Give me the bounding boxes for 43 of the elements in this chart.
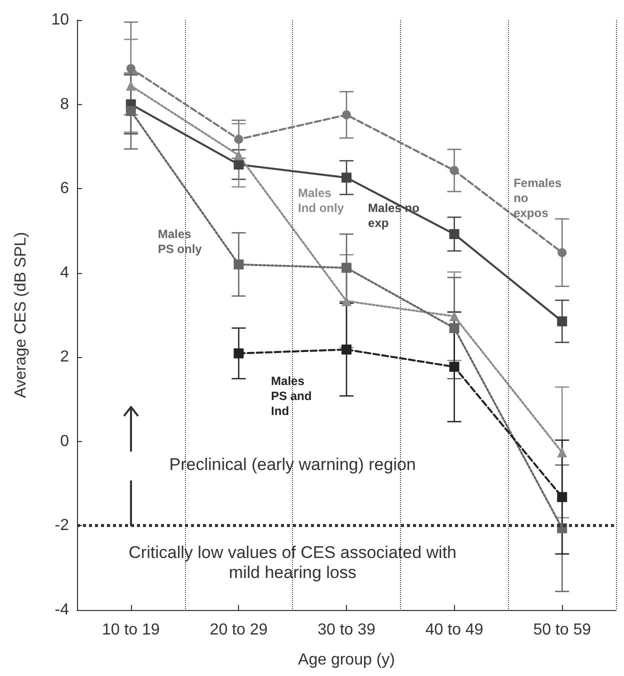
series-label: Females no expos: [514, 176, 563, 221]
x-tick-label: 30 to 39: [318, 622, 376, 638]
y-tick-label: 0: [60, 432, 70, 450]
series-label: Males PS only: [158, 226, 203, 256]
x-tick-label: 50 to 59: [533, 622, 592, 638]
point: [234, 348, 244, 358]
point: [342, 344, 352, 355]
point: [449, 323, 460, 334]
point: [342, 296, 352, 306]
y-tick-label: -2: [54, 517, 70, 534]
point: [234, 134, 244, 144]
point: [557, 492, 568, 502]
point: [342, 110, 351, 120]
y-tick-label: 4: [60, 264, 70, 282]
point: [449, 311, 460, 322]
point: [450, 166, 459, 175]
y-tick-label: 6: [60, 180, 70, 198]
point: [558, 248, 567, 258]
x-tick-label: 40 to 49: [425, 622, 484, 638]
annotation: Critically low values of CES associated with mild hearing loss: [128, 543, 458, 584]
y-axis-title: Average CES (dB SPL): [12, 232, 30, 398]
x-tick-label: 10 to 19: [102, 622, 160, 638]
point: [557, 447, 568, 458]
point: [342, 172, 352, 183]
point: [557, 316, 568, 326]
point: [449, 362, 460, 372]
point: [126, 64, 136, 73]
point: [234, 150, 244, 160]
y-tick-label: 10: [51, 12, 70, 28]
point: [342, 262, 352, 273]
point: [234, 259, 244, 270]
x-tick-label: 20 to 29: [210, 622, 268, 638]
series-label: Males PS and Ind: [271, 374, 313, 419]
point: [449, 229, 460, 240]
point: [234, 160, 244, 170]
series-label: Males Ind only: [298, 186, 345, 216]
y-tick-label: -4: [54, 602, 70, 618]
annotation: Preclinical (early warning) region: [168, 454, 417, 475]
y-tick-label: 8: [60, 96, 70, 113]
point: [126, 80, 136, 91]
y-tick-label: 2: [60, 348, 70, 366]
point: [126, 106, 136, 116]
x-axis-title: Age group (y): [298, 652, 395, 668]
